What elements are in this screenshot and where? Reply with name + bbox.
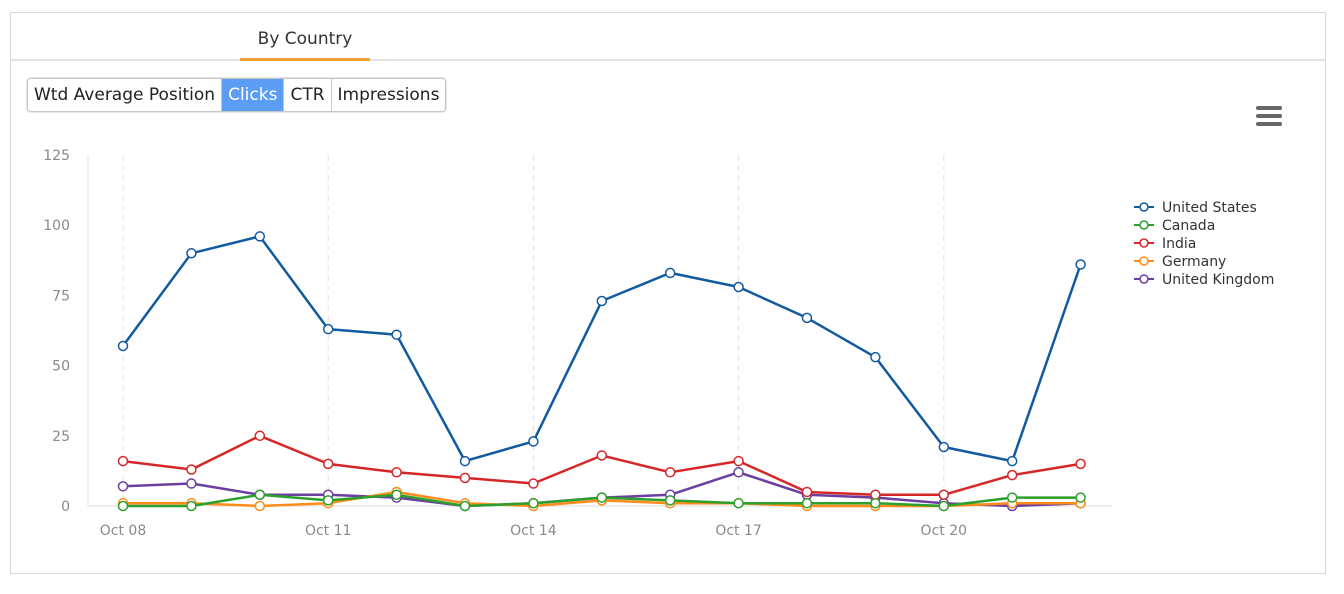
series-united-states: [117, 231, 1086, 467]
data-point-canada-oct-22[interactable]: [1075, 492, 1086, 503]
data-point-canada-oct-17[interactable]: [733, 497, 744, 509]
data-point-india-oct-09[interactable]: [186, 464, 197, 475]
data-point-united-states-oct-20[interactable]: [938, 441, 950, 453]
data-point-united-states-oct-22[interactable]: [1075, 259, 1086, 270]
data-point-united-states-oct-17[interactable]: [733, 281, 744, 293]
data-point-united-states-oct-21[interactable]: [1006, 455, 1018, 467]
data-point-germany-oct-10[interactable]: [254, 500, 266, 512]
legend-label: United States: [1162, 200, 1257, 216]
legend-swatch-marker: [1139, 256, 1149, 266]
legend-item-india[interactable]: India: [1134, 236, 1196, 252]
data-point-canada-oct-15[interactable]: [596, 492, 608, 503]
data-point-india-oct-18[interactable]: [801, 486, 813, 498]
series-line-united-states: [121, 235, 1082, 463]
legend-label: United Kingdom: [1162, 272, 1274, 288]
data-point-united-states-oct-11[interactable]: [322, 323, 334, 335]
legend-swatch-marker: [1139, 274, 1149, 284]
data-point-canada-oct-11[interactable]: [322, 495, 334, 506]
legend-label: India: [1162, 236, 1196, 252]
legend-label: Canada: [1162, 218, 1215, 234]
data-point-india-oct-17[interactable]: [733, 455, 744, 467]
tab-bar: By Country: [11, 13, 1325, 61]
legend-label: Germany: [1162, 254, 1226, 270]
data-point-india-oct-20[interactable]: [938, 489, 950, 501]
metric-button-wtd-average-position[interactable]: Wtd Average Position: [28, 79, 223, 111]
x-tick-label-oct-20: Oct 20: [921, 523, 967, 539]
data-point-india-oct-16[interactable]: [664, 467, 676, 478]
y-tick-label-50: 50: [52, 359, 70, 375]
data-point-united-states-oct-15[interactable]: [596, 295, 608, 307]
legend-item-germany[interactable]: Germany: [1134, 254, 1226, 270]
legend-item-united-states[interactable]: United States: [1134, 200, 1257, 216]
y-tick-label-125: 125: [43, 148, 70, 164]
data-point-united-states-oct-12[interactable]: [391, 329, 402, 340]
data-point-canada-oct-08[interactable]: [117, 500, 129, 512]
data-point-united-kingdom-oct-09[interactable]: [186, 478, 197, 489]
series-line-india: [122, 434, 1081, 497]
data-point-united-states-oct-08[interactable]: [117, 340, 129, 352]
metric-button-impressions[interactable]: Impressions: [331, 79, 446, 111]
metric-button-clicks[interactable]: Clicks: [222, 79, 285, 111]
legend-swatch-marker: [1139, 202, 1149, 212]
data-point-united-kingdom-oct-17[interactable]: [733, 467, 744, 478]
data-point-canada-oct-14[interactable]: [528, 497, 539, 509]
data-point-india-oct-13[interactable]: [459, 472, 471, 484]
x-tick-label-oct-17: Oct 17: [715, 523, 761, 539]
data-point-canada-oct-10[interactable]: [254, 489, 266, 501]
y-tick-label-100: 100: [43, 218, 70, 234]
data-point-india-oct-14[interactable]: [528, 478, 539, 489]
tab-by-country[interactable]: By Country: [240, 13, 370, 61]
data-point-united-states-oct-13[interactable]: [459, 455, 471, 467]
chart-panel: By Country Wtd Average Position Clicks C…: [10, 12, 1326, 574]
data-point-india-oct-15[interactable]: [596, 450, 608, 461]
legend-swatch-marker: [1139, 220, 1149, 230]
data-point-united-states-oct-10[interactable]: [254, 231, 266, 242]
data-point-canada-oct-12[interactable]: [391, 489, 402, 501]
legend-item-canada[interactable]: Canada: [1134, 218, 1215, 234]
data-point-united-states-oct-09[interactable]: [186, 248, 197, 259]
data-point-india-oct-08[interactable]: [117, 455, 129, 467]
data-point-india-oct-21[interactable]: [1006, 469, 1018, 481]
y-tick-label-25: 25: [52, 429, 70, 445]
data-point-united-states-oct-14[interactable]: [528, 436, 539, 447]
data-point-india-oct-11[interactable]: [322, 458, 334, 470]
data-point-india-oct-10[interactable]: [254, 430, 266, 442]
data-point-canada-oct-19[interactable]: [870, 497, 881, 509]
x-tick-label-oct-11: Oct 11: [305, 523, 351, 539]
data-point-india-oct-22[interactable]: [1075, 458, 1086, 470]
data-point-canada-oct-20[interactable]: [938, 500, 950, 512]
metric-button-ctr[interactable]: CTR: [284, 79, 332, 111]
data-point-canada-oct-09[interactable]: [186, 500, 197, 512]
data-point-united-states-oct-18[interactable]: [801, 312, 813, 324]
legend-item-united-kingdom[interactable]: United Kingdom: [1134, 272, 1274, 288]
data-point-united-states-oct-19[interactable]: [870, 351, 881, 363]
metric-button-group: Wtd Average Position Clicks CTR Impressi…: [27, 78, 447, 112]
data-point-canada-oct-13[interactable]: [459, 500, 471, 512]
data-point-canada-oct-21[interactable]: [1006, 492, 1018, 503]
data-point-india-oct-19[interactable]: [870, 489, 881, 501]
x-tick-label-oct-14: Oct 14: [510, 523, 557, 539]
y-tick-label-75: 75: [52, 288, 70, 304]
hamburger-menu-icon[interactable]: [1256, 106, 1282, 126]
y-tick-label-0: 0: [61, 499, 70, 515]
data-point-united-states-oct-16[interactable]: [664, 267, 676, 279]
data-point-india-oct-12[interactable]: [391, 467, 402, 478]
data-point-canada-oct-16[interactable]: [664, 495, 676, 506]
x-tick-label-oct-08: Oct 08: [100, 523, 146, 539]
data-point-united-kingdom-oct-08[interactable]: [117, 481, 129, 492]
series-india: [117, 430, 1086, 501]
series-canada: [117, 489, 1086, 512]
legend-swatch-marker: [1139, 238, 1149, 248]
data-point-canada-oct-18[interactable]: [801, 497, 813, 509]
